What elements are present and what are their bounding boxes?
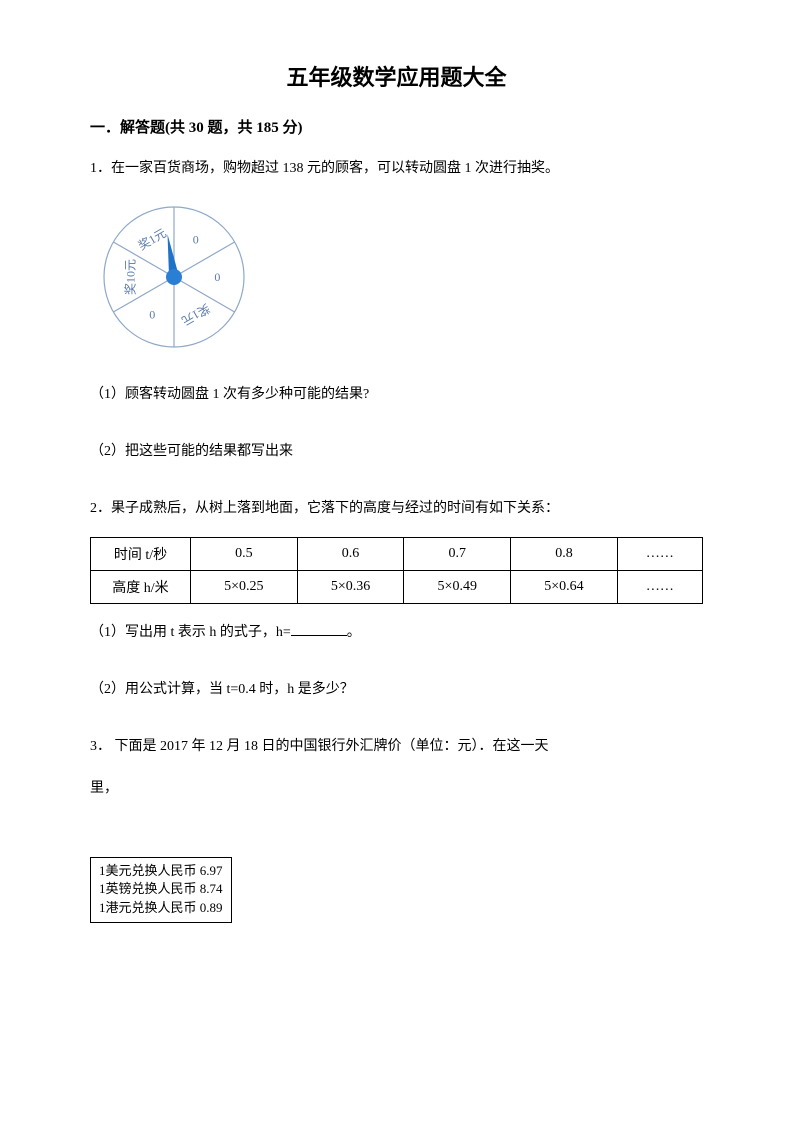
q3-line1: 3． 下面是 2017 年 12 月 18 日的中国银行外汇牌价（单位：元）．在…	[90, 733, 703, 761]
cell: 5×0.64	[511, 570, 618, 603]
q1-sub1: （1）顾客转动圆盘 1 次有多少种可能的结果?	[90, 380, 703, 409]
cell: 0.8	[511, 537, 618, 570]
cell: 高度 h/米	[91, 570, 191, 603]
cell: ……	[617, 570, 702, 603]
q2-sub1-pre: （1）写出用 t 表示 h 的式子，h=	[90, 625, 291, 640]
blank-line	[291, 622, 347, 636]
page-title: 五年级数学应用题大全	[90, 60, 703, 92]
cell: 0.6	[297, 537, 404, 570]
q2-text: 2．果子成熟后，从树上落到地面，它落下的高度与经过的时间有如下关系：	[90, 495, 703, 523]
cell: 5×0.36	[297, 570, 404, 603]
exchange-line: 1港元兑换人民币 0.89	[99, 899, 223, 918]
q2-table: 时间 t/秒 0.5 0.6 0.7 0.8 …… 高度 h/米 5×0.25 …	[90, 537, 703, 604]
svg-text:0: 0	[149, 308, 155, 322]
cell: 5×0.49	[404, 570, 511, 603]
section-header: 一．解答题(共 30 题，共 185 分)	[90, 116, 703, 137]
cell: 0.5	[191, 537, 298, 570]
q2-sub1-post: 。	[347, 625, 361, 640]
q1-text: 1．在一家百货商场，购物超过 138 元的顾客，可以转动圆盘 1 次进行抽奖。	[90, 155, 703, 183]
cell: 时间 t/秒	[91, 537, 191, 570]
svg-text:0: 0	[193, 232, 199, 246]
svg-text:0: 0	[214, 270, 220, 284]
table-row: 时间 t/秒 0.5 0.6 0.7 0.8 ……	[91, 537, 703, 570]
table-row: 高度 h/米 5×0.25 5×0.36 5×0.49 5×0.64 ……	[91, 570, 703, 603]
cell: ……	[617, 537, 702, 570]
q2-sub2: （2）用公式计算，当 t=0.4 时，h 是多少？	[90, 675, 703, 704]
exchange-line: 1英镑兑换人民币 8.74	[99, 880, 223, 899]
q1-sub2: （2）把这些可能的结果都写出来	[90, 437, 703, 466]
q2-sub1: （1）写出用 t 表示 h 的式子，h= 。	[90, 618, 703, 647]
q3-line2: 里，	[90, 775, 703, 803]
svg-text:奖10元: 奖10元	[124, 259, 138, 295]
exchange-rate-box: 1美元兑换人民币 6.97 1英镑兑换人民币 8.74 1港元兑换人民币 0.8…	[90, 857, 232, 924]
exchange-line: 1美元兑换人民币 6.97	[99, 862, 223, 881]
spinner-diagram: 00奖1元0奖10元奖1元	[94, 197, 703, 362]
cell: 5×0.25	[191, 570, 298, 603]
cell: 0.7	[404, 537, 511, 570]
